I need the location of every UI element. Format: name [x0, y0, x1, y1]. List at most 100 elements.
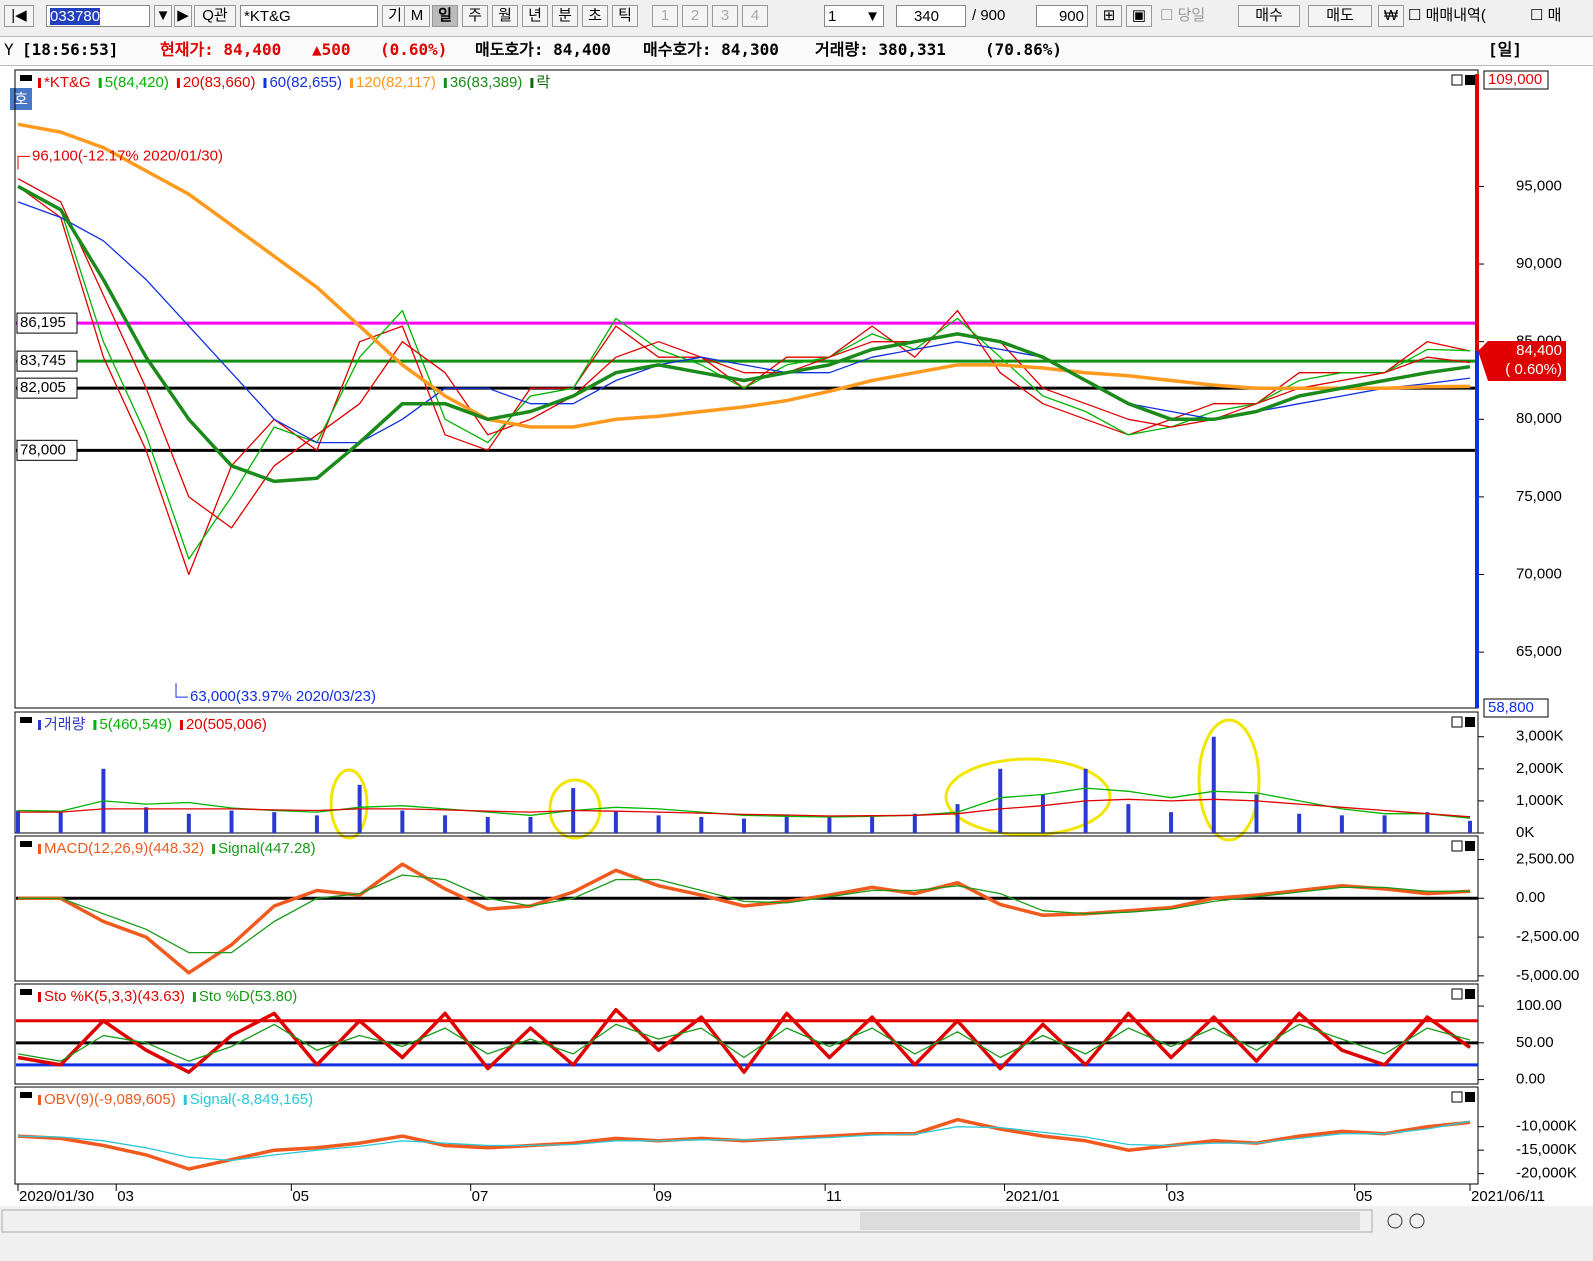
h-line-label: 83,745	[20, 352, 66, 369]
panel-frame	[14, 983, 1479, 1085]
legend-marker	[38, 844, 41, 854]
info-period[interactable]: [일]	[1488, 40, 1522, 59]
h-line-label: 86,195	[20, 314, 66, 331]
price-tag-note: ( 0.60%)	[1505, 361, 1562, 378]
range-box	[1483, 698, 1549, 718]
legend-icon	[20, 75, 32, 81]
y-tick-label: 80,000	[1516, 410, 1562, 427]
search-text: 관	[213, 7, 228, 24]
panel-button	[1451, 74, 1463, 86]
x-tick-label: 09	[655, 1188, 672, 1205]
y-tick-label: 0.00	[1516, 889, 1545, 906]
today-check[interactable]: ☐ 당일	[1160, 7, 1206, 24]
x-tick-label: 11	[826, 1188, 842, 1205]
next[interactable]: ▶	[174, 5, 192, 27]
total-text: / 900	[972, 7, 1006, 24]
volume-bar	[1254, 794, 1259, 833]
dropdown[interactable]: ▼	[154, 5, 172, 27]
total-box[interactable]: 900	[1036, 5, 1088, 27]
volume-bar	[784, 815, 789, 833]
search-button[interactable]: Q관	[194, 5, 236, 27]
legend-marker	[38, 992, 41, 1002]
period-button[interactable]: 주	[462, 5, 488, 27]
code-input[interactable]: 033780	[46, 5, 150, 27]
period-button[interactable]: 1	[652, 5, 678, 27]
panel-close	[1465, 717, 1475, 727]
legend-marker	[350, 78, 354, 88]
position-bar-up	[1475, 74, 1479, 351]
range-max: 109,000	[1488, 71, 1542, 88]
period-button[interactable]: 년	[522, 5, 548, 27]
period-button[interactable]: 월	[492, 5, 518, 27]
panel-button	[1451, 716, 1463, 728]
annotation-leader	[175, 683, 189, 698]
panel-close	[1465, 989, 1475, 999]
zoom-out[interactable]	[1387, 1213, 1403, 1229]
legend-note: 락	[536, 74, 550, 91]
x-tick-label: 07	[472, 1188, 489, 1205]
chart-bg	[0, 66, 1593, 1206]
zoom-in[interactable]	[1409, 1213, 1425, 1229]
annotation-leader	[17, 155, 30, 170]
period-button[interactable]: 3	[712, 5, 738, 27]
legend-marker	[263, 78, 267, 88]
info-change-pct: (0.60%)	[380, 40, 448, 59]
legend-entry: *KT&G	[44, 74, 91, 91]
panel-button	[1451, 988, 1463, 1000]
period-button[interactable]: 분	[552, 5, 578, 27]
scroll-thumb[interactable]	[860, 1212, 1360, 1230]
y-tick-label: 65,000	[1516, 643, 1562, 660]
info-icon: Y	[4, 40, 14, 59]
period-button[interactable]: 틱	[612, 5, 638, 27]
history2-check[interactable]: ☐ 매	[1530, 7, 1562, 24]
info-bar	[0, 36, 1593, 66]
price-tag-label: 84,400	[1516, 342, 1562, 359]
legend-entry: 거래량	[44, 716, 86, 733]
first-button[interactable]: |◀	[4, 5, 34, 27]
volume-bar	[314, 815, 319, 833]
period-button[interactable]: 일	[432, 5, 458, 27]
volume-bar	[955, 804, 960, 833]
volume-bar	[186, 813, 191, 833]
volume-bar	[1040, 794, 1045, 833]
volume-bar	[912, 813, 917, 833]
period-button[interactable]: M	[404, 5, 430, 27]
volume-bar	[144, 807, 149, 833]
period-select[interactable]: 1 ▼	[824, 5, 884, 27]
volume-bar	[485, 816, 490, 833]
history2-text: 매	[1547, 7, 1562, 24]
x-tick-label: 05	[292, 1188, 309, 1205]
price-tag	[1478, 340, 1566, 381]
y-tick-label: -10,000K	[1516, 1118, 1577, 1135]
panel-close	[1465, 841, 1475, 851]
x-tick-label: 2020/01/30	[19, 1188, 94, 1205]
history-check[interactable]: ☐ 매매내역(	[1408, 7, 1486, 24]
volume-bar	[827, 816, 832, 833]
buy-button[interactable]: 매수	[1238, 5, 1300, 27]
legend-marker	[179, 720, 183, 730]
panel-button	[1451, 1091, 1463, 1103]
x-tick-label: 05	[1356, 1188, 1373, 1205]
period-button[interactable]: 2	[682, 5, 708, 27]
count-input[interactable]: 340	[896, 5, 966, 27]
save-button[interactable]: ▣	[1126, 5, 1152, 27]
y-tick-label: -15,000K	[1516, 1141, 1577, 1158]
name-box[interactable]: *KT&G	[240, 5, 378, 27]
icon-button[interactable]: ⊞	[1096, 5, 1122, 27]
period-button[interactable]: 기	[382, 5, 408, 27]
plot	[17, 1117, 1471, 1171]
y-tick-label: 1,000K	[1516, 792, 1564, 809]
won-button[interactable]: ₩	[1378, 5, 1404, 27]
info-volume: 거래량: 380,331	[815, 40, 946, 59]
legend-icon	[20, 841, 32, 847]
y-tick-label: 95,000	[1516, 177, 1562, 194]
period-button[interactable]: 4	[742, 5, 768, 27]
series-line	[17, 1120, 1471, 1162]
annotation: 96,100(-12.17% 2020/01/30)	[32, 147, 223, 164]
plot	[16, 736, 1472, 833]
sell-button[interactable]: 매도	[1308, 5, 1372, 27]
legend-marker	[38, 1095, 41, 1105]
period-button[interactable]: 초	[582, 5, 608, 27]
legend-entry: 120(82,117)	[356, 74, 436, 91]
x-tick-label: 03	[1168, 1188, 1185, 1205]
